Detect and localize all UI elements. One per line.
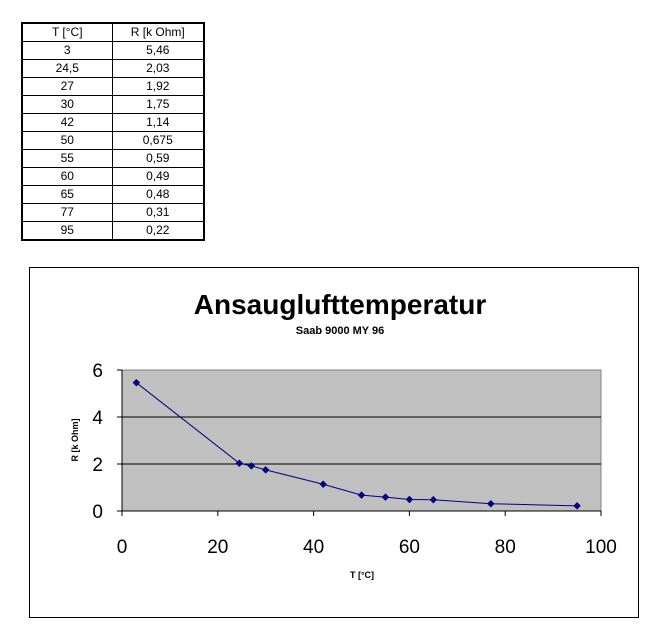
cell-resistance: 5,46 [111,41,205,60]
x-tick-label: 20 [207,537,228,558]
table-row: 30 1,75 [21,95,205,114]
table-row: 3 5,46 [21,41,205,60]
data-point [405,495,414,504]
data-point [319,480,328,489]
y-tick-label: 0 [92,502,103,523]
table-row: 55 0,59 [21,149,205,168]
data-point [357,491,366,499]
y-tick-label: 6 [92,361,103,382]
data-table-container: T [°C] R [k Ohm] 3 5,46 24,5 2,03 27 1,92 30 1,… [21,22,205,241]
table-row: 95 0,22 [21,221,205,241]
cell-temperature: 55 [21,149,113,168]
x-tick-label: 100 [585,537,617,558]
chart-title: Ansauglufttemperatur [194,289,487,320]
data-point [486,499,495,508]
plot-background [121,369,602,512]
header-resistance: R [k Ohm] [111,22,205,42]
cell-resistance: 1,75 [111,95,205,114]
cell-temperature: 42 [21,113,113,132]
table-row: 27 1,92 [21,77,205,96]
table-header-row: T [°C] R [k Ohm] [21,22,205,42]
data-table: T [°C] R [k Ohm] 3 5,46 24,5 2,03 27 1,92 30 1,… [21,22,205,241]
data-point [235,459,244,468]
data-point [247,462,256,470]
cell-temperature: 27 [21,77,113,96]
y-tick-label: 4 [92,408,103,429]
data-point [429,495,438,504]
table-row: 65 0,48 [21,185,205,204]
cell-resistance: 0,675 [111,131,205,150]
data-point [381,493,390,501]
header-temperature: T [°C] [21,22,113,42]
line-chart: Ansauglufttemperatur Saab 9000 MY 96 0 20… [70,289,617,580]
chart-subtitle: Saab 9000 MY 96 [296,325,384,337]
cell-resistance: 0,49 [111,167,205,186]
table-row: 77 0,31 [21,203,205,222]
cell-resistance: 1,92 [111,77,205,96]
x-tick-label: 80 [495,537,516,558]
y-axis-label: R [k Ohm] [70,418,80,461]
data-point [573,501,581,510]
y-tick-label: 2 [92,455,103,476]
x-tick-label: 40 [303,537,324,558]
cell-resistance: 1,14 [111,113,205,132]
table-row: 60 0,49 [21,167,205,186]
table-row: 50 0,675 [21,131,205,150]
data-point [261,466,270,474]
cell-temperature: 3 [21,41,113,60]
cell-temperature: 95 [21,221,113,241]
cell-temperature: 77 [21,203,113,222]
x-tick-label: 60 [399,537,420,558]
table-row: 24,5 2,03 [21,59,205,78]
chart-frame: Ansauglufttemperatur Saab 9000 MY 96 0 20… [29,267,639,618]
cell-resistance: 0,31 [111,203,205,222]
data-point [132,378,141,387]
cell-temperature: 30 [21,95,113,114]
cell-resistance: 0,48 [111,185,205,204]
cell-temperature: 65 [21,185,113,204]
cell-temperature: 60 [21,167,113,186]
cell-resistance: 0,59 [111,149,205,168]
cell-resistance: 2,03 [111,59,205,78]
plot-area: 0 20 40 60 80 100 0 2 4 6 [92,361,616,558]
cell-resistance: 0,22 [111,221,205,241]
table-row: 42 1,14 [21,113,205,132]
x-tick-label: 0 [117,537,128,558]
cell-temperature: 50 [21,131,113,150]
cell-temperature: 24,5 [21,59,113,78]
x-axis-label: T [°C] [350,570,374,580]
